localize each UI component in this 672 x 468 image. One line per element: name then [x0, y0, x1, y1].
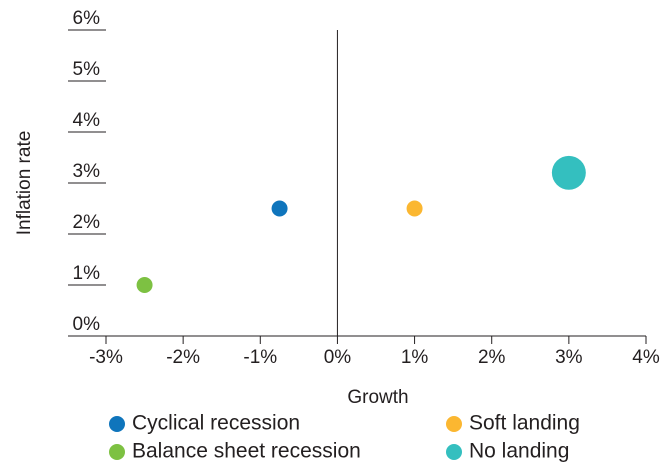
x-tick-label: -1%: [243, 347, 277, 368]
bubble: [271, 200, 288, 217]
x-tick-label: 3%: [555, 347, 583, 368]
y-tick-label: 4%: [73, 110, 101, 131]
legend-label: Cyclical recession: [132, 412, 300, 435]
x-tick-label: 0%: [324, 347, 352, 368]
x-tick-label: -2%: [166, 347, 200, 368]
y-tick-label: 2%: [73, 212, 101, 233]
y-tick-label: 3%: [73, 161, 101, 182]
legend-label: Balance sheet recession: [132, 440, 361, 463]
y-axis-label: Inflation rate: [14, 131, 35, 236]
x-axis-label: Growth: [347, 387, 408, 408]
y-tick-label: 1%: [73, 263, 101, 284]
bubble: [551, 155, 586, 190]
legend-marker: [109, 444, 125, 460]
x-tick-label: 1%: [401, 347, 429, 368]
bubble: [136, 277, 153, 293]
legend-label: Soft landing: [469, 412, 580, 435]
legend-marker: [446, 444, 462, 460]
x-tick-label: 4%: [632, 347, 660, 368]
x-tick-label: -3%: [89, 347, 123, 368]
y-tick-label: 6%: [73, 8, 101, 29]
legend-marker: [446, 416, 462, 432]
x-tick-label: 2%: [478, 347, 506, 368]
bubble: [406, 200, 423, 217]
legend-label: No landing: [469, 440, 569, 463]
y-tick-label: 0%: [73, 314, 101, 335]
legend-marker: [109, 416, 125, 432]
y-tick-label: 5%: [73, 59, 101, 80]
